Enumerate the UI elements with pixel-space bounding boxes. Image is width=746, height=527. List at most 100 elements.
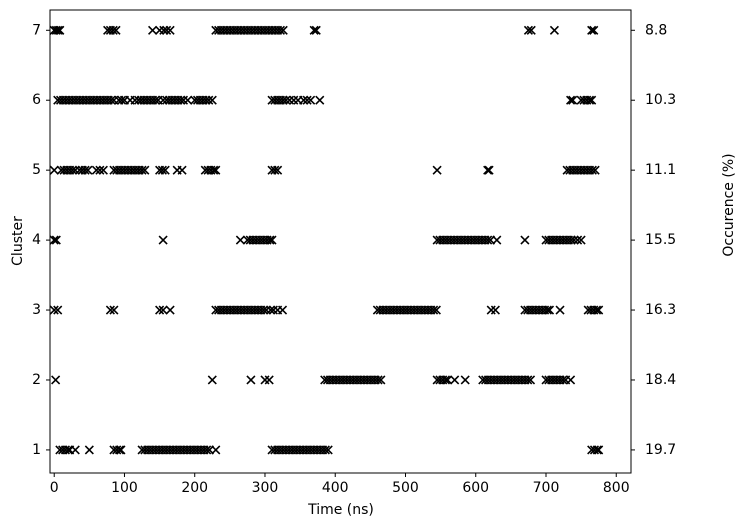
y2-tick-label: 8.8 (645, 22, 667, 38)
point (176, 95, 186, 105)
point (109, 305, 119, 315)
point (84, 445, 94, 455)
point (106, 95, 116, 105)
point (526, 25, 536, 35)
point (483, 235, 493, 245)
point (53, 25, 63, 35)
x-tick-label: 700 (533, 480, 560, 496)
point (484, 165, 494, 175)
plot-frame (49, 9, 632, 474)
point (590, 165, 600, 175)
point (486, 305, 496, 315)
y-tick-label: 3 (32, 302, 41, 318)
point (259, 305, 269, 315)
point (490, 305, 500, 315)
point (67, 165, 78, 175)
point (51, 375, 61, 385)
point (137, 165, 147, 175)
point (429, 305, 439, 315)
point (289, 95, 299, 105)
point (278, 25, 288, 35)
point (265, 235, 275, 245)
point (260, 375, 270, 385)
y-tick-label: 4 (32, 232, 41, 248)
point (51, 25, 61, 35)
point (270, 165, 280, 175)
y2-tick-label: 16.3 (645, 302, 676, 318)
point (202, 445, 212, 455)
x-tick-label: 200 (181, 480, 208, 496)
point (267, 235, 277, 245)
x-tick-label: 600 (462, 480, 489, 496)
y2-tick-label: 18.4 (645, 372, 676, 388)
point (587, 165, 597, 175)
y-tick-label: 7 (32, 22, 41, 38)
point (460, 375, 470, 385)
point (542, 305, 552, 315)
point (160, 165, 170, 175)
point (108, 25, 118, 35)
point (91, 165, 101, 175)
point (150, 95, 160, 105)
point (246, 375, 256, 385)
point (576, 235, 586, 245)
point (207, 95, 217, 105)
point (320, 445, 330, 455)
point (555, 305, 565, 315)
point (165, 25, 175, 35)
point (183, 95, 193, 105)
point (111, 25, 121, 35)
y-tick-label: 5 (32, 162, 41, 178)
point (311, 25, 321, 35)
point (49, 165, 59, 175)
point (299, 95, 309, 105)
x-tick-label: 400 (322, 480, 349, 496)
x-axis-label: Time (ns) (307, 502, 374, 518)
point (492, 235, 502, 245)
point (204, 95, 214, 105)
y2-tick-label: 10.3 (645, 92, 676, 108)
point (569, 235, 579, 245)
point (440, 375, 451, 385)
point (70, 445, 80, 455)
point (373, 375, 383, 385)
point (587, 95, 597, 105)
x-tick-label: 800 (603, 480, 630, 496)
point (51, 235, 61, 245)
point (116, 445, 126, 455)
point (266, 305, 276, 315)
point (273, 165, 283, 175)
point (148, 25, 158, 35)
point (162, 25, 172, 35)
point (525, 375, 536, 385)
point (431, 305, 441, 315)
point (158, 235, 168, 245)
point (549, 25, 559, 35)
point (211, 445, 221, 455)
point (587, 25, 597, 35)
point (117, 95, 127, 105)
point (264, 375, 274, 385)
point (155, 305, 165, 315)
point (275, 25, 285, 35)
point (155, 25, 165, 35)
point (443, 375, 453, 385)
point (211, 165, 221, 175)
point (83, 165, 93, 175)
point (573, 235, 583, 245)
point (63, 445, 73, 455)
point (80, 165, 90, 175)
point (114, 445, 125, 455)
x-tick-label: 100 (111, 480, 138, 496)
y-tick-label: 2 (32, 372, 41, 388)
point (207, 375, 217, 385)
point (49, 305, 59, 315)
point (523, 375, 533, 385)
point (592, 305, 602, 315)
y2-axis-label: Occurence (%) (721, 153, 737, 256)
point (235, 235, 245, 245)
point (566, 375, 576, 385)
point (483, 165, 493, 175)
